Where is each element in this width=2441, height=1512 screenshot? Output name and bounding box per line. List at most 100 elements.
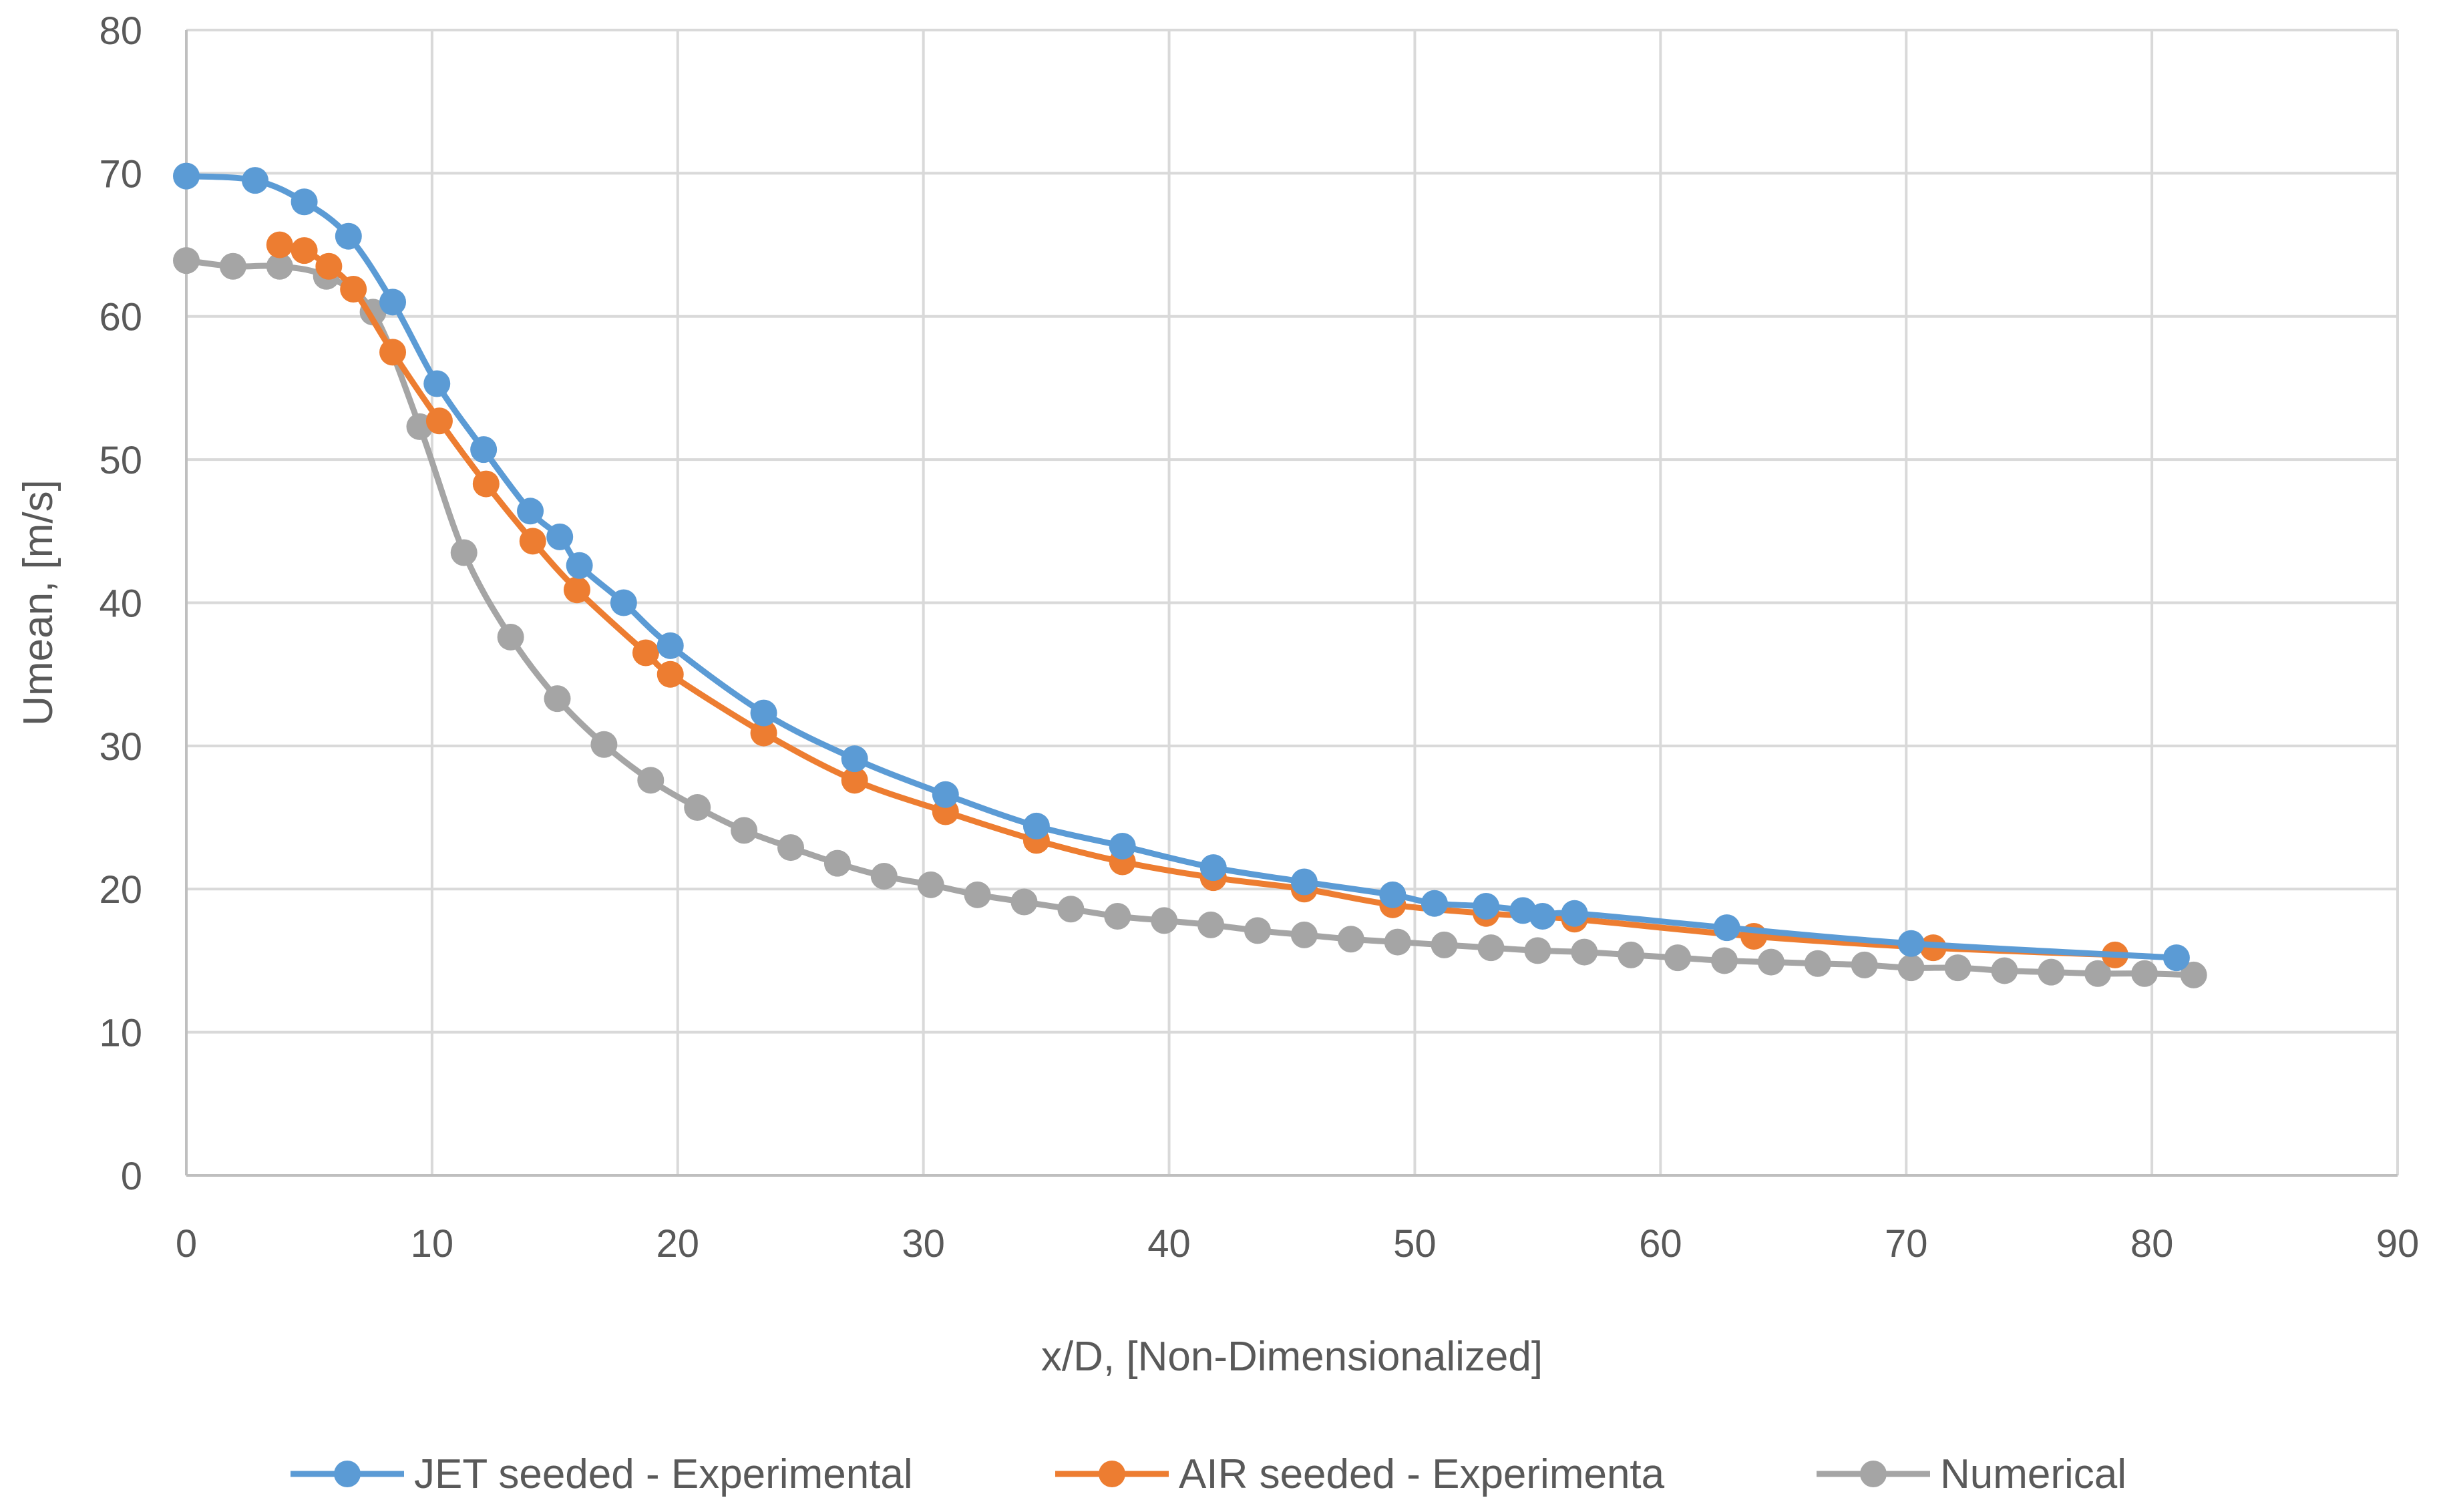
data-point: [291, 188, 318, 216]
data-point: [1473, 892, 1500, 920]
data-point: [632, 639, 659, 667]
y-tick-label: 70: [99, 152, 142, 196]
data-point: [823, 849, 851, 877]
legend-marker: [1860, 1461, 1887, 1487]
data-point: [1199, 854, 1227, 882]
data-point: [1431, 931, 1458, 958]
data-point: [1244, 917, 1271, 944]
series-line: [183, 257, 2197, 978]
x-tick-label: 30: [902, 1222, 945, 1266]
y-tick-label: 80: [99, 9, 142, 53]
data-point: [2163, 944, 2190, 972]
data-point: [425, 407, 453, 435]
data-point: [379, 289, 407, 316]
y-axis-title: Umean, [m/s]: [15, 480, 61, 726]
data-point: [750, 699, 777, 727]
data-point: [777, 834, 805, 862]
data-point: [1529, 902, 1556, 930]
x-tick-label: 70: [1885, 1222, 1928, 1266]
y-tick-label: 20: [99, 868, 142, 912]
data-point: [472, 470, 500, 498]
data-point: [1991, 957, 2018, 984]
series-group: [173, 162, 2207, 988]
y-tick-label: 50: [99, 439, 142, 482]
data-point: [423, 370, 451, 397]
data-point: [656, 660, 684, 688]
data-point: [173, 162, 200, 190]
tick-labels: 0 10 20 30 40 50 60 70 80 0 10 20 30 40 50 60 70 80 90: [99, 9, 2419, 1266]
data-point: [1561, 900, 1588, 927]
data-point: [1477, 934, 1505, 962]
y-tick-label: 0: [121, 1155, 142, 1198]
data-point: [1384, 928, 1411, 956]
series-numerical: [173, 247, 2207, 988]
data-point: [1713, 914, 1740, 942]
data-point: [173, 247, 200, 274]
data-point: [1664, 944, 1692, 972]
x-tick-label: 50: [1393, 1222, 1437, 1266]
data-point: [266, 252, 293, 280]
x-tick-label: 20: [656, 1222, 700, 1266]
data-point: [291, 237, 318, 264]
data-point: [1804, 950, 1831, 977]
data-point: [1337, 926, 1364, 953]
x-tick-label: 90: [2376, 1222, 2420, 1266]
data-point: [242, 167, 269, 194]
data-point: [497, 623, 524, 650]
x-tick-label: 80: [2130, 1222, 2174, 1266]
data-point: [470, 436, 498, 463]
data-point: [1851, 951, 1878, 978]
data-point: [2180, 961, 2207, 988]
data-point: [544, 685, 571, 713]
legend: JET seeded - Experimental AIR seeded - Ex…: [291, 1451, 2126, 1497]
x-axis-title: x/D, [Non-Dimensionalized]: [1041, 1334, 1543, 1380]
x-tick-label: 60: [1639, 1222, 1682, 1266]
legend-label: Numerical: [1940, 1451, 2126, 1497]
series-air-seeded-experimenta: [266, 231, 2128, 968]
data-point: [684, 794, 711, 821]
data-point: [519, 528, 546, 555]
data-point: [1379, 881, 1406, 908]
data-point: [1421, 890, 1448, 917]
data-point: [1618, 941, 1645, 968]
data-point: [450, 539, 478, 566]
data-point: [566, 552, 593, 579]
legend-item: JET seeded - Experimental: [291, 1451, 913, 1497]
data-point: [2084, 960, 2112, 987]
data-point: [517, 498, 544, 525]
data-point: [1571, 938, 1598, 966]
data-point: [546, 523, 574, 550]
data-point: [563, 576, 590, 604]
data-point: [335, 222, 362, 250]
data-point: [1057, 896, 1085, 923]
series-line: [183, 173, 2180, 961]
legend-label: JET seeded - Experimental: [414, 1451, 913, 1497]
data-point: [1010, 888, 1038, 916]
data-point: [964, 881, 991, 908]
x-tick-label: 10: [411, 1222, 454, 1266]
data-point: [841, 767, 868, 794]
data-point: [379, 339, 407, 366]
data-point: [340, 276, 367, 303]
data-point: [266, 231, 293, 258]
data-point: [1109, 832, 1136, 860]
data-point: [932, 781, 959, 808]
data-point: [1757, 948, 1785, 976]
data-point: [315, 252, 343, 280]
axes: [185, 30, 2398, 1177]
y-tick-label: 40: [99, 582, 142, 625]
data-point: [656, 632, 684, 659]
data-point: [637, 767, 665, 794]
data-point: [841, 745, 868, 773]
data-point: [1022, 812, 1050, 839]
data-point: [731, 817, 758, 844]
data-point: [1151, 907, 1178, 934]
data-point: [590, 731, 618, 758]
data-point: [1524, 937, 1551, 964]
x-tick-label: 40: [1147, 1222, 1191, 1266]
grid: [186, 29, 2399, 1175]
data-point: [1290, 921, 1318, 948]
x-tick-label: 0: [176, 1222, 197, 1266]
legend-marker: [334, 1461, 361, 1487]
